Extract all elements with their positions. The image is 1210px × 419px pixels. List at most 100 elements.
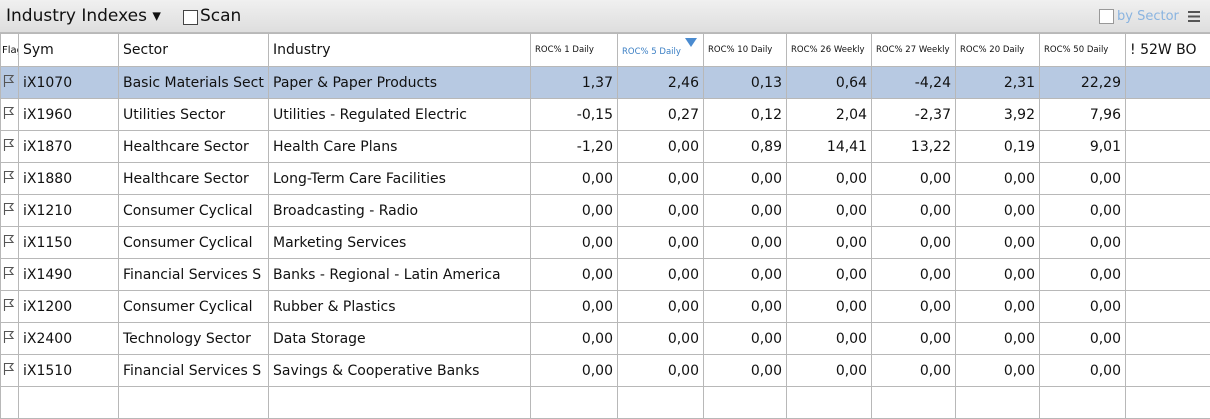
page: Industry Indexes ▾ Scan by Sector FlagSy… bbox=[0, 0, 1210, 404]
text-cell: iX1150 bbox=[19, 227, 119, 259]
empty-cell bbox=[872, 387, 956, 419]
number-cell: 0,00 bbox=[704, 355, 787, 387]
flag-icon bbox=[3, 330, 15, 344]
empty-cell bbox=[1126, 195, 1210, 227]
flag-cell[interactable] bbox=[1, 67, 19, 99]
scan-label[interactable]: Scan bbox=[200, 6, 241, 26]
text-cell: Long-Term Care Facilities bbox=[269, 163, 531, 195]
text-cell: Financial Services S bbox=[119, 259, 269, 291]
number-cell: 0,64 bbox=[787, 67, 872, 99]
number-cell: 0,00 bbox=[1040, 355, 1126, 387]
number-cell: 0,00 bbox=[531, 355, 618, 387]
text-cell: iX1870 bbox=[19, 131, 119, 163]
sort-indicator bbox=[685, 38, 697, 48]
number-cell: 0,00 bbox=[1040, 259, 1126, 291]
dropdown-label: Industry Indexes bbox=[6, 6, 147, 26]
number-cell: 0,00 bbox=[531, 291, 618, 323]
column-header[interactable]: ROC% 1 Daily bbox=[531, 34, 618, 67]
column-header[interactable]: ROC% 26 Weekly bbox=[787, 34, 872, 67]
column-header[interactable]: ROC% 50 Daily bbox=[1040, 34, 1126, 67]
menu-icon[interactable] bbox=[1187, 10, 1201, 23]
number-cell: 0,00 bbox=[956, 163, 1040, 195]
flag-icon bbox=[3, 202, 15, 216]
flag-cell[interactable] bbox=[1, 195, 19, 227]
flag-cell[interactable] bbox=[1, 227, 19, 259]
empty-cell bbox=[704, 387, 787, 419]
flag-cell[interactable] bbox=[1, 131, 19, 163]
number-cell: 0,13 bbox=[704, 67, 787, 99]
column-header-label: Flag bbox=[2, 45, 19, 56]
flag-cell[interactable] bbox=[1, 323, 19, 355]
flag-icon bbox=[3, 170, 15, 184]
number-cell: 0,00 bbox=[872, 259, 956, 291]
number-cell: 0,00 bbox=[787, 323, 872, 355]
column-header[interactable]: ROC% 10 Daily bbox=[704, 34, 787, 67]
number-cell: 0,00 bbox=[704, 323, 787, 355]
column-header-label: ROC% 27 Weekly bbox=[876, 45, 950, 55]
column-header[interactable]: ROC% 5 Daily bbox=[618, 34, 704, 67]
index-dropdown[interactable]: Industry Indexes ▾ bbox=[6, 6, 161, 26]
column-header[interactable]: ROC% 27 Weekly bbox=[872, 34, 956, 67]
empty-cell bbox=[1126, 291, 1210, 323]
column-header-label: ROC% 50 Daily bbox=[1044, 45, 1108, 55]
number-cell: 0,00 bbox=[787, 291, 872, 323]
text-cell: iX1210 bbox=[19, 195, 119, 227]
text-cell: Healthcare Sector bbox=[119, 131, 269, 163]
number-cell: 0,00 bbox=[787, 163, 872, 195]
number-cell: 0,00 bbox=[872, 227, 956, 259]
flag-cell[interactable] bbox=[1, 259, 19, 291]
number-cell: 0,00 bbox=[618, 131, 704, 163]
column-header-label: ! 52W BO bbox=[1130, 42, 1197, 58]
column-header[interactable]: Sym bbox=[19, 34, 119, 67]
text-cell: iX1510 bbox=[19, 355, 119, 387]
number-cell: 0,00 bbox=[618, 195, 704, 227]
number-cell: 0,00 bbox=[704, 259, 787, 291]
number-cell: 0,00 bbox=[1040, 163, 1126, 195]
flag-cell[interactable] bbox=[1, 163, 19, 195]
toolbar: Industry Indexes ▾ Scan by Sector bbox=[0, 0, 1210, 33]
scan-checkbox[interactable] bbox=[183, 10, 198, 25]
text-cell: iX1880 bbox=[19, 163, 119, 195]
empty-cell bbox=[1126, 227, 1210, 259]
column-header[interactable]: Sector bbox=[119, 34, 269, 67]
column-header[interactable]: ! 52W BO bbox=[1126, 34, 1210, 67]
number-cell: 0,00 bbox=[704, 163, 787, 195]
column-header[interactable]: Industry bbox=[269, 34, 531, 67]
column-header-label: ROC% 20 Daily bbox=[960, 45, 1024, 55]
column-header[interactable]: ROC% 20 Daily bbox=[956, 34, 1040, 67]
empty-cell bbox=[1126, 259, 1210, 291]
column-header[interactable]: Flag bbox=[1, 34, 19, 67]
number-cell: 0,00 bbox=[956, 355, 1040, 387]
number-cell: 0,00 bbox=[704, 291, 787, 323]
by-sector-checkbox[interactable] bbox=[1099, 9, 1114, 24]
number-cell: 0,00 bbox=[787, 195, 872, 227]
column-header-label: Industry bbox=[273, 42, 331, 58]
empty-cell bbox=[1040, 387, 1126, 419]
number-cell: 22,29 bbox=[1040, 67, 1126, 99]
empty-cell bbox=[269, 387, 531, 419]
flag-cell[interactable] bbox=[1, 99, 19, 131]
number-cell: 1,37 bbox=[531, 67, 618, 99]
text-cell: Banks - Regional - Latin America bbox=[269, 259, 531, 291]
empty-cell bbox=[1126, 355, 1210, 387]
text-cell: Technology Sector bbox=[119, 323, 269, 355]
by-sector-label[interactable]: by Sector bbox=[1117, 9, 1179, 24]
number-cell: -4,24 bbox=[872, 67, 956, 99]
flag-cell[interactable] bbox=[1, 291, 19, 323]
number-cell: 0,00 bbox=[956, 195, 1040, 227]
number-cell: 0,00 bbox=[618, 355, 704, 387]
empty-cell bbox=[1126, 387, 1210, 419]
flag-cell[interactable] bbox=[1, 355, 19, 387]
